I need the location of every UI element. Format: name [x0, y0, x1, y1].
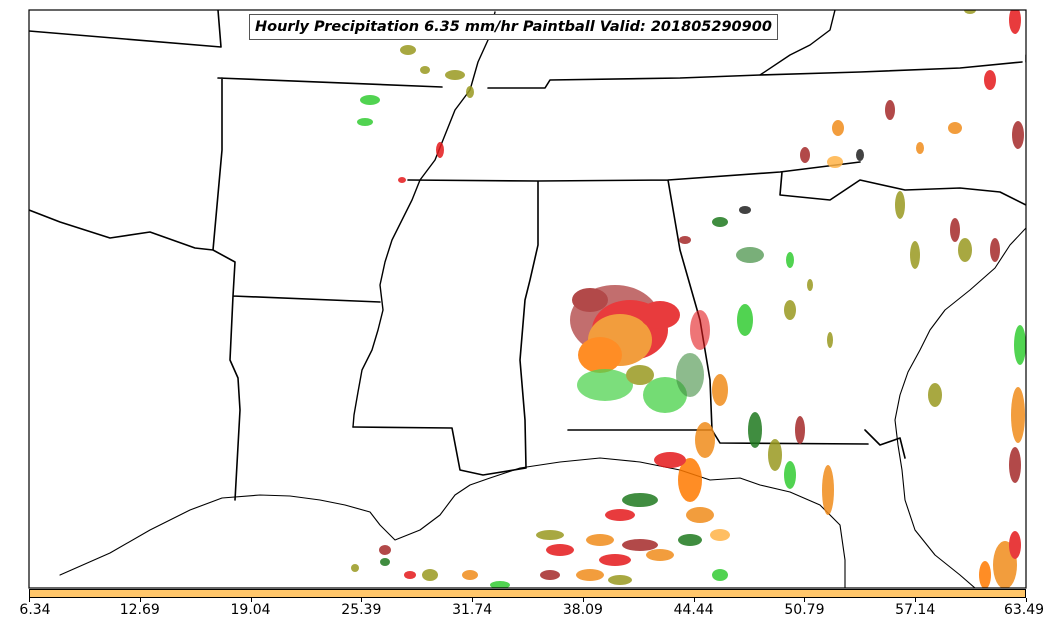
map-title: Hourly Precipitation 6.35 mm/hr Paintbal…: [249, 14, 778, 40]
colorbar-tick-label: 44.44: [673, 602, 714, 618]
precip-blobs: [351, 10, 1026, 588]
colorbar-tick-mark: [361, 598, 363, 602]
colorbar-tick-mark: [804, 598, 806, 602]
colorbar-tick-label: 63.49: [1003, 602, 1045, 618]
colorbar-tick-label: 31.74: [452, 602, 493, 618]
colorbar-tick-mark: [139, 598, 141, 602]
colorbar-tick-mark: [582, 598, 584, 602]
colorbar-tick-label: 57.14: [895, 602, 936, 618]
colorbar-tick-mark: [472, 598, 474, 602]
colorbar-tick-mark: [1026, 598, 1027, 602]
state-borders: [29, 10, 1026, 501]
colorbar-tick-mark: [250, 598, 252, 602]
colorbar-tick-mark: [915, 598, 917, 602]
colorbar-tick-label: 19.04: [230, 602, 271, 618]
gulf-coastline: [59, 457, 846, 588]
colorbar: [29, 589, 1026, 598]
atlantic-coastline: [894, 227, 1026, 588]
colorbar-tick-label: 6.34: [19, 602, 51, 618]
colorbar-tick-label: 38.09: [562, 602, 603, 618]
colorbar-tick-label: 12.69: [119, 602, 160, 618]
colorbar-tick-label: 50.79: [784, 602, 825, 618]
colorbar-tick-mark: [29, 598, 30, 602]
northeast-border: [759, 10, 1026, 76]
colorbar-tick-mark: [693, 598, 695, 602]
colorbar-tick-label: 25.39: [341, 602, 382, 618]
